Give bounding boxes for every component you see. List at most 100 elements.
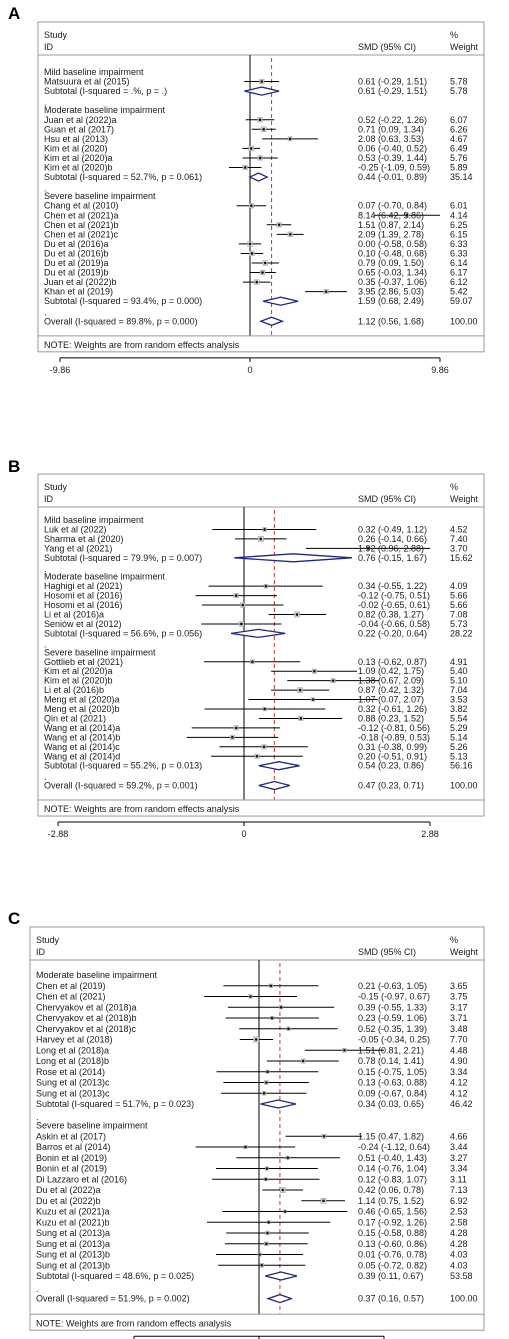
smd-ci-value: -0.04 (-0.66, 0.58) bbox=[358, 619, 430, 629]
smd-ci-value: 0.32 (-0.61, 1.26) bbox=[358, 704, 427, 714]
smd-ci-value: -0.25 (-1.09, 0.59) bbox=[358, 163, 430, 173]
subtotal-ci-value: 0.76 (-0.15, 1.67) bbox=[358, 553, 427, 563]
weight-value: 6.12 bbox=[450, 277, 468, 287]
smd-ci-value: -0.12 (-0.75, 0.51) bbox=[358, 591, 430, 601]
weight-value: 5.76 bbox=[450, 153, 468, 163]
point-estimate bbox=[288, 233, 292, 236]
point-estimate bbox=[286, 1156, 290, 1160]
point-estimate bbox=[255, 280, 259, 284]
smd-ci-value: -0.24 (-1.12, 0.64) bbox=[358, 1142, 430, 1152]
subtotal-ci-value: 0.44 (-0.01, 0.89) bbox=[358, 172, 427, 182]
point-estimate bbox=[264, 1177, 268, 1181]
point-estimate bbox=[277, 223, 281, 227]
overall-label: Overall (I-squared = 89.8%, p = 0.000) bbox=[44, 316, 198, 326]
group-separator: . bbox=[36, 1284, 39, 1294]
point-estimate bbox=[322, 1199, 325, 1203]
header-weight: Weight bbox=[450, 42, 478, 52]
smd-ci-value: 3.95 (2.86, 5.03) bbox=[358, 287, 424, 297]
study-label: Chen et al (2019) bbox=[36, 981, 106, 991]
smd-ci-value: 0.20 (-0.51, 0.91) bbox=[358, 751, 427, 761]
point-estimate bbox=[231, 736, 234, 739]
weight-value: 4.12 bbox=[450, 1088, 468, 1098]
group-title: Severe baseline impairment bbox=[44, 647, 156, 657]
weight-value: 7.13 bbox=[450, 1185, 468, 1195]
study-label: Juan et al (2022)a bbox=[44, 115, 117, 125]
smd-ci-value: 2.09 (1.39, 2.78) bbox=[358, 229, 424, 239]
study-label: Sung et al (2013)c bbox=[36, 1088, 110, 1098]
weight-value: 4.14 bbox=[450, 210, 468, 220]
point-estimate bbox=[262, 128, 265, 131]
weight-value: 3.65 bbox=[450, 981, 468, 991]
point-estimate bbox=[299, 717, 303, 720]
point-estimate bbox=[295, 613, 299, 616]
subtotal-ci-value: 0.22 (-0.20, 0.64) bbox=[358, 628, 427, 638]
weight-value: 5.29 bbox=[450, 723, 468, 733]
weight-value: 7.70 bbox=[450, 1035, 468, 1045]
plot-frame bbox=[37, 473, 485, 817]
study-label: Hosomi et al (2016) bbox=[44, 600, 123, 610]
study-label: Chen et al (2021) bbox=[36, 992, 106, 1002]
subtotal-weight-value: 59.07 bbox=[450, 296, 473, 306]
smd-ci-value: 0.34 (-0.55, 1.22) bbox=[358, 581, 427, 591]
group-separator: . bbox=[36, 1112, 39, 1122]
header-percent: % bbox=[450, 482, 458, 492]
weight-value: 6.07 bbox=[450, 115, 468, 125]
smd-ci-value: 0.13 (-0.63, 0.88) bbox=[358, 1078, 427, 1088]
weight-value: 4.03 bbox=[450, 1260, 468, 1270]
header-smd: SMD (95% CI) bbox=[358, 947, 416, 957]
smd-ci-value: 1.09 (0.42, 1.75) bbox=[358, 666, 424, 676]
weight-value: 7.08 bbox=[450, 610, 468, 620]
study-label: Sharma et al (2020) bbox=[44, 534, 124, 544]
smd-ci-value: 0.15 (-0.75, 1.05) bbox=[358, 1067, 427, 1077]
smd-ci-value: 0.14 (-0.76, 1.04) bbox=[358, 1164, 427, 1174]
smd-ci-value: 0.39 (-0.55, 1.33) bbox=[358, 1002, 427, 1012]
smd-ci-value: 0.82 (0.38, 1.27) bbox=[358, 610, 424, 620]
study-label: Wang et al (2014)a bbox=[44, 723, 120, 733]
smd-ci-value: -0.05 (-0.34, 0.25) bbox=[358, 1035, 430, 1045]
weight-value: 5.14 bbox=[450, 732, 468, 742]
smd-ci-value: 0.61 (-0.29, 1.51) bbox=[358, 77, 427, 87]
point-estimate bbox=[265, 1081, 268, 1084]
study-label: Gottlieb et al (2021) bbox=[44, 657, 123, 667]
smd-ci-value: 0.79 (0.09, 1.50) bbox=[358, 258, 424, 268]
weight-value: 3.34 bbox=[450, 1164, 468, 1174]
overall-ci-value: 1.12 (0.56, 1.68) bbox=[358, 316, 424, 326]
weight-value: 6.26 bbox=[450, 124, 468, 134]
point-estimate bbox=[269, 984, 273, 988]
subtotal-diamond bbox=[265, 1271, 298, 1281]
group-separator: . bbox=[44, 183, 47, 193]
header-study: Study bbox=[36, 935, 60, 945]
study-label: Juan et al (2022)b bbox=[44, 277, 117, 287]
smd-ci-value: 0.78 (0.14, 1.41) bbox=[358, 1056, 424, 1066]
weight-value: 6.92 bbox=[450, 1196, 468, 1206]
weight-value: 4.28 bbox=[450, 1228, 468, 1238]
point-estimate bbox=[258, 1253, 261, 1256]
smd-ci-value: 0.53 (-0.39, 1.44) bbox=[358, 153, 427, 163]
point-estimate bbox=[366, 547, 370, 550]
study-label: Bonin et al (2019) bbox=[36, 1153, 107, 1163]
smd-ci-value: 0.32 (-0.49, 1.12) bbox=[358, 524, 427, 534]
point-estimate bbox=[331, 679, 335, 682]
weight-value: 5.66 bbox=[450, 600, 468, 610]
smd-ci-value: -0.15 (-0.97, 0.67) bbox=[358, 992, 430, 1002]
subtotal-label: Subtotal (I-squared = 51.7%, p = 0.023) bbox=[36, 1099, 194, 1109]
header-weight: Weight bbox=[450, 947, 478, 957]
study-label: Kim et al (2020)b bbox=[44, 676, 113, 686]
header-id: ID bbox=[44, 494, 54, 504]
point-estimate bbox=[313, 669, 316, 673]
weight-value: 3.27 bbox=[450, 1153, 468, 1163]
weight-value: 4.52 bbox=[450, 524, 468, 534]
point-estimate bbox=[254, 1038, 258, 1041]
study-label: Luk et al (2022) bbox=[44, 524, 107, 534]
header-percent: % bbox=[450, 30, 458, 40]
weight-value: 2.58 bbox=[450, 1217, 468, 1227]
weight-value: 5.40 bbox=[450, 666, 468, 676]
point-estimate bbox=[255, 754, 259, 758]
study-label: Meng et al (2020)a bbox=[44, 695, 120, 705]
study-label: Wang et al (2014)b bbox=[44, 732, 120, 742]
study-label: Wang et al (2014)c bbox=[44, 742, 120, 752]
weight-value: 6.33 bbox=[450, 248, 468, 258]
weight-value: 4.28 bbox=[450, 1239, 468, 1249]
study-label: Guan et al (2017) bbox=[44, 124, 114, 134]
point-estimate bbox=[311, 698, 315, 701]
